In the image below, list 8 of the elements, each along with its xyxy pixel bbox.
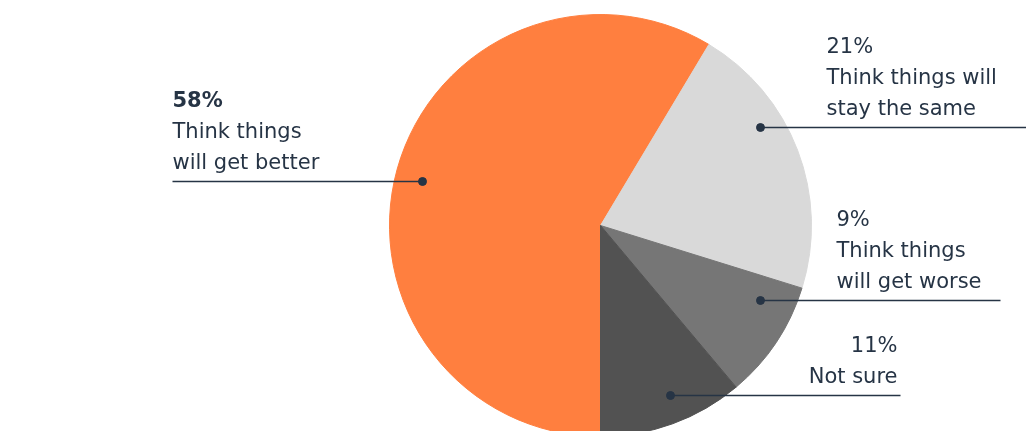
data-label: 11% [850, 332, 898, 357]
slice-label: Think things will get worse [835, 237, 982, 293]
slice-label: Think things will stay the same [825, 64, 997, 120]
data-label: 9% [836, 206, 870, 231]
slice-label: Not sure [808, 363, 898, 388]
data-label: 21% [826, 33, 874, 58]
data-label: 58% [172, 87, 223, 112]
slice-label: Think things will get better [171, 118, 320, 174]
